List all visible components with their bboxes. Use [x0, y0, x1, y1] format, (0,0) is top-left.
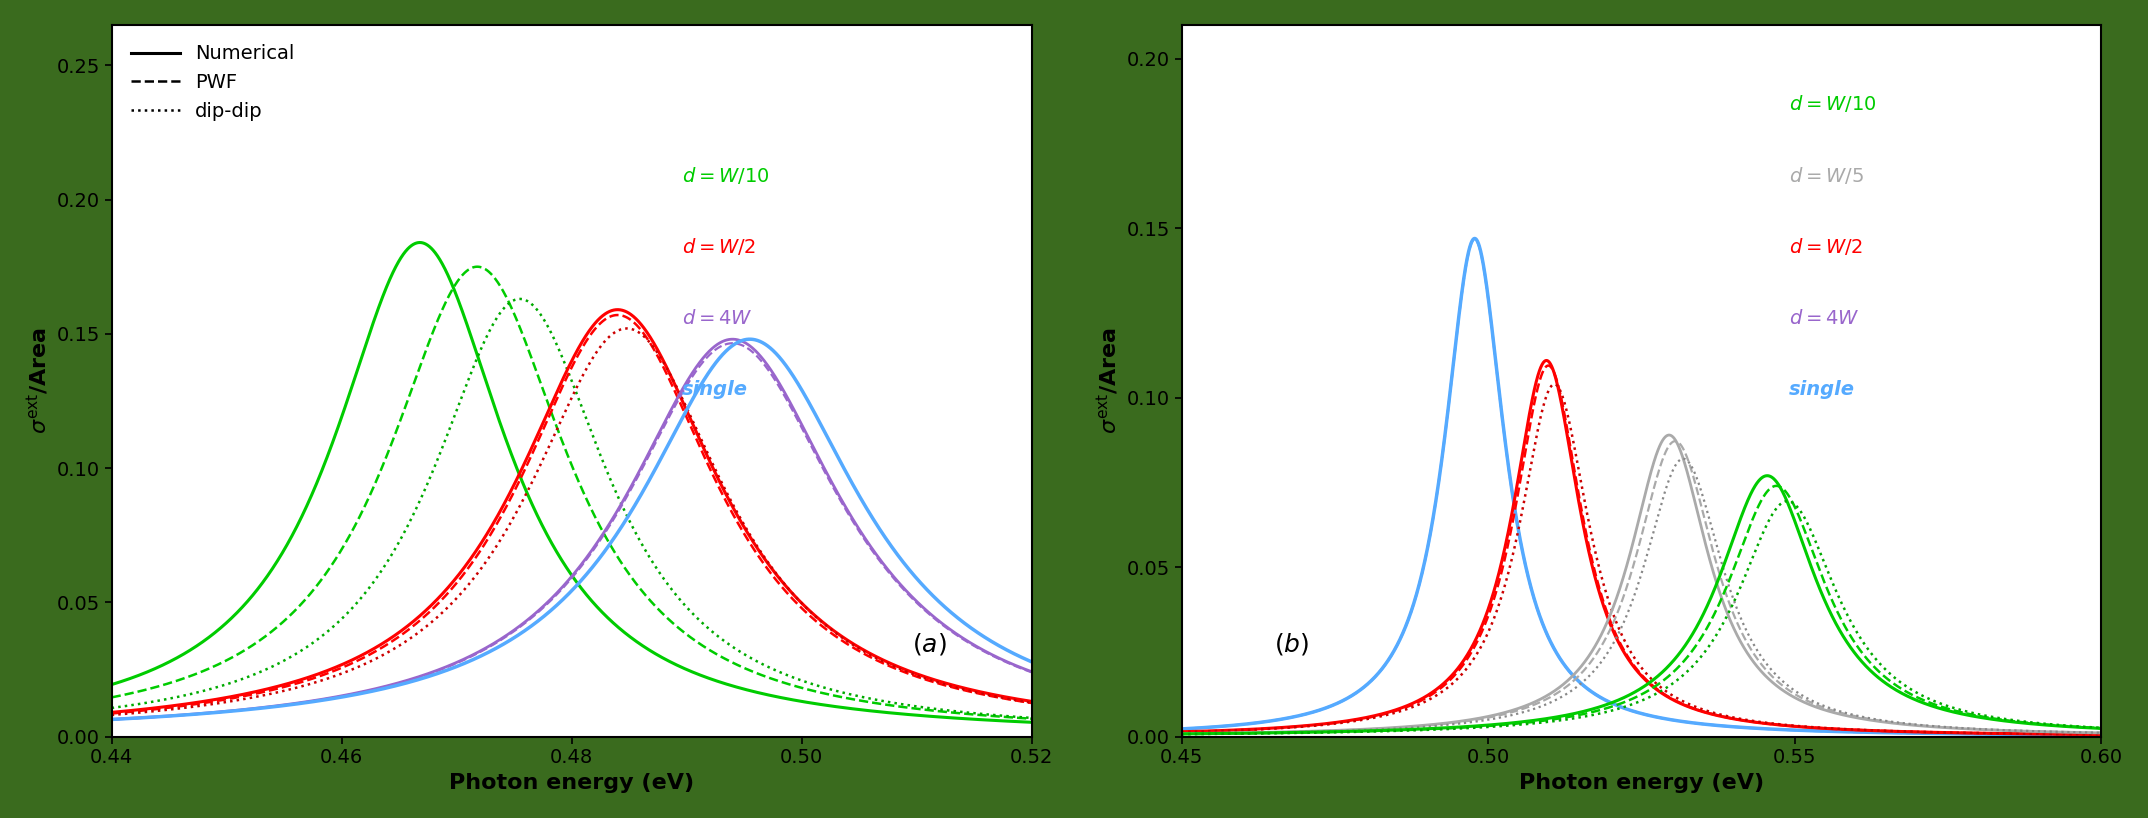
Y-axis label: $\sigma^{\mathrm{ext}}$/Area: $\sigma^{\mathrm{ext}}$/Area [1095, 327, 1121, 434]
Text: $d = 4W$: $d = 4W$ [1789, 309, 1860, 328]
Text: $d = W/2$: $d = W/2$ [681, 236, 756, 257]
Text: $d = W/5$: $d = W/5$ [1789, 164, 1864, 186]
X-axis label: Photon energy (eV): Photon energy (eV) [449, 773, 694, 793]
Text: single: single [1789, 380, 1854, 399]
Text: $d = W/10$: $d = W/10$ [681, 164, 769, 186]
Text: $(a)$: $(a)$ [913, 631, 947, 657]
Text: single: single [681, 380, 748, 399]
Text: $d = W/2$: $d = W/2$ [1789, 236, 1862, 257]
Text: $d = 4W$: $d = 4W$ [681, 309, 752, 328]
Legend: Numerical, PWF, dip-dip: Numerical, PWF, dip-dip [120, 34, 305, 131]
X-axis label: Photon energy (eV): Photon energy (eV) [1519, 773, 1764, 793]
Text: $d = W/10$: $d = W/10$ [1789, 93, 1875, 115]
Text: $(b)$: $(b)$ [1274, 631, 1308, 657]
Y-axis label: $\sigma^{\mathrm{ext}}$/Area: $\sigma^{\mathrm{ext}}$/Area [26, 327, 52, 434]
